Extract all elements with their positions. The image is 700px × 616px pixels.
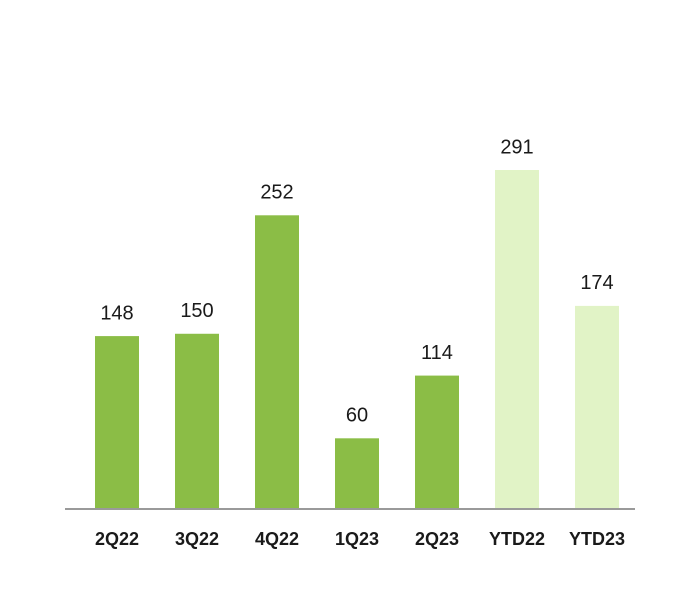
value-label: 252 [260, 182, 293, 204]
value-label: 148 [100, 302, 133, 324]
x-tick-label: 4Q22 [255, 529, 299, 549]
value-label: 150 [180, 300, 213, 322]
bar [175, 333, 219, 508]
bar [255, 215, 299, 509]
x-tick-label: 3Q22 [175, 529, 219, 549]
value-label: 114 [421, 342, 453, 364]
x-tick-label: 2Q23 [415, 529, 459, 549]
x-tick-label: YTD23 [569, 529, 625, 549]
bar [415, 375, 459, 508]
bar [495, 170, 539, 508]
bar [95, 336, 139, 508]
value-label: 60 [346, 405, 368, 427]
bar [335, 438, 379, 508]
value-label: 174 [580, 272, 613, 294]
bar [575, 305, 619, 508]
x-tick-label: 1Q23 [335, 529, 379, 549]
value-label: 291 [500, 136, 533, 158]
x-tick-label: 2Q22 [95, 529, 139, 549]
x-tick-label: YTD22 [489, 529, 545, 549]
